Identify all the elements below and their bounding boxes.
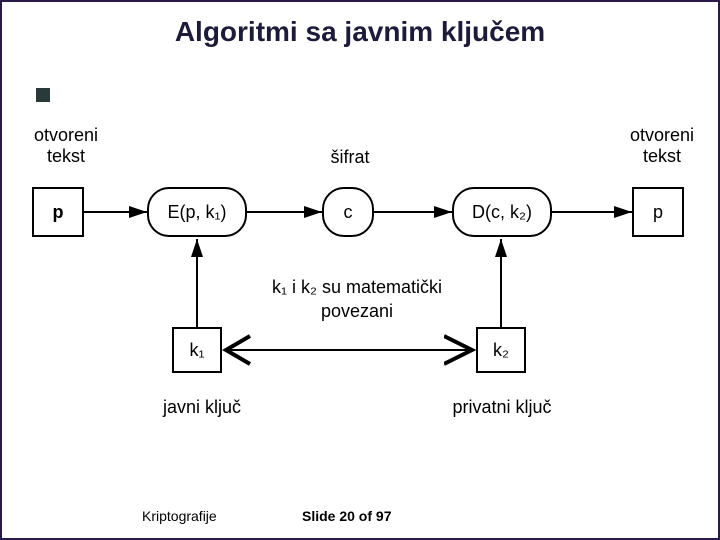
node-decrypt: D(c, k₂) bbox=[452, 187, 552, 237]
footer-left: Kriptografije bbox=[142, 508, 217, 524]
bullet-icon bbox=[36, 88, 50, 102]
note-line1: k₁ i k₂ su matematički bbox=[242, 277, 472, 298]
node-p-right: p bbox=[632, 187, 684, 237]
node-encrypt: E(p, k₁) bbox=[147, 187, 247, 237]
label-otvoreni-left: otvoreni tekst bbox=[26, 125, 106, 167]
diagram: otvoreni tekst šifrat otvoreni tekst p E… bbox=[32, 107, 692, 447]
label-javni: javni ključ bbox=[142, 397, 262, 418]
label-sifrat: šifrat bbox=[320, 147, 380, 168]
footer-center: Slide 20 of 97 bbox=[302, 508, 391, 524]
node-p-left: p bbox=[32, 187, 84, 237]
slide-title: Algoritmi sa javnim ključem bbox=[2, 16, 718, 48]
node-k1: k₁ bbox=[172, 327, 222, 373]
label-privatni: privatni ključ bbox=[432, 397, 572, 418]
node-k2: k₂ bbox=[476, 327, 526, 373]
note-line2: povezani bbox=[242, 301, 472, 322]
slide: Algoritmi sa javnim ključem bbox=[0, 0, 720, 540]
label-otvoreni-right: otvoreni tekst bbox=[622, 125, 702, 167]
node-c: c bbox=[322, 187, 374, 237]
